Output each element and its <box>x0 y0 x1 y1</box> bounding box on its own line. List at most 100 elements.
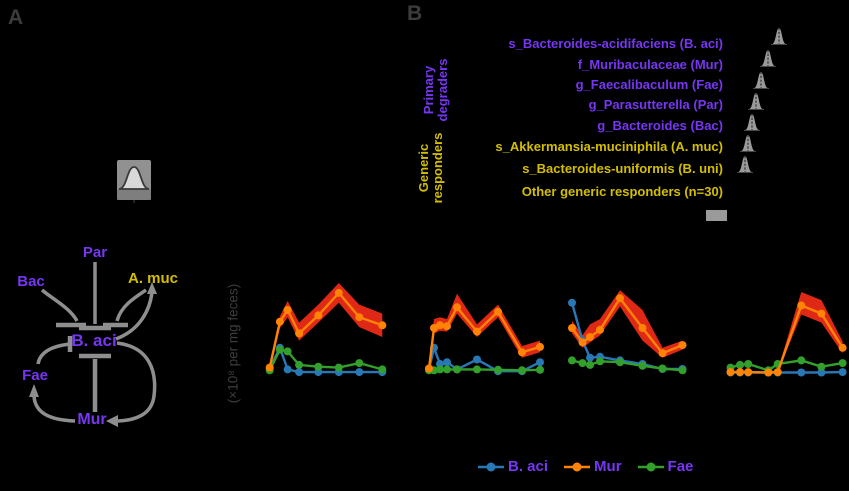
Fae-marker <box>578 359 587 368</box>
node-fae: Fae <box>22 367 48 384</box>
Mur-marker <box>283 306 292 314</box>
timecourse-chart-1 <box>265 283 387 377</box>
legend-item-mur: Mur <box>564 458 622 475</box>
node-mur: Mur <box>77 411 107 428</box>
Fae-marker <box>443 365 451 374</box>
Fae-marker <box>314 362 323 371</box>
taxa-row-buni: s_Bacteroides-uniformis (B. uni) <box>522 161 723 176</box>
legend-item-baci: B. aci <box>478 458 548 475</box>
group-label-generic-line2: responders <box>430 132 445 204</box>
Fae-marker <box>473 365 481 374</box>
group-label-generic-responders: Generic responders <box>416 108 445 228</box>
panel-b-label: B <box>407 2 423 25</box>
Fae-marker <box>334 363 343 372</box>
Fae-marker <box>744 360 753 368</box>
Mur-marker <box>764 368 773 377</box>
timecourse-chart-2 <box>425 293 544 376</box>
Fae-marker <box>616 358 624 367</box>
edge-baci-mur-line <box>116 341 157 423</box>
Fae-marker <box>536 365 544 374</box>
Mur-marker <box>658 349 667 358</box>
group-label-primary-line1: Primary <box>421 65 436 115</box>
B. aci-marker <box>473 355 481 364</box>
edge-fae-baci-line <box>36 342 71 365</box>
Mur-marker <box>425 364 433 373</box>
legend-marker-mur <box>564 462 591 471</box>
Fae-marker <box>586 360 594 369</box>
Mur-marker <box>295 329 304 338</box>
mur-error-band <box>730 292 843 373</box>
Mur-marker <box>726 368 735 377</box>
B. aci-marker <box>443 358 451 367</box>
B. aci-marker <box>536 358 544 367</box>
Mur-marker <box>838 343 847 352</box>
Mur-marker <box>443 322 451 331</box>
peak-density-glyph-2 <box>753 72 769 89</box>
taxa-row-bac: g_Bacteroides (Bac) <box>597 118 723 133</box>
Mur-marker <box>265 363 274 372</box>
node-par: Par <box>82 244 108 261</box>
Mur-marker <box>518 348 526 357</box>
Mur-marker <box>744 368 753 377</box>
Mur-marker <box>494 307 502 316</box>
chart-legend: B. aci Mur Fae <box>478 458 693 475</box>
Fae-marker <box>494 365 502 374</box>
Mur-marker <box>378 321 387 330</box>
Mur-marker <box>586 333 594 341</box>
Mur-marker <box>568 324 576 332</box>
interaction-network-diagram <box>29 262 157 427</box>
B. aci-marker <box>283 365 292 374</box>
taxa-row-other: Other generic responders (n=30) <box>521 184 723 199</box>
Fae-marker <box>838 359 847 368</box>
Mur-marker <box>596 325 604 334</box>
Mur-marker <box>817 309 826 318</box>
B. aci-marker <box>838 368 847 377</box>
taxa-row-fae: g_Faecalibaculum (Fae) <box>575 77 723 92</box>
edge-bac-baci-line <box>40 288 79 322</box>
flat-density-glyph-other <box>706 210 727 221</box>
Mur-marker <box>773 368 782 377</box>
legend-label-baci: B. aci <box>508 458 549 475</box>
Mur-marker <box>436 321 444 330</box>
node-bac: Bac <box>17 273 45 290</box>
arrowhead-baci-mur <box>106 415 118 427</box>
Fae-marker <box>283 347 292 356</box>
B. aci-marker <box>295 368 304 377</box>
mur-error-band <box>572 290 683 358</box>
node-amuc: A. muc <box>127 270 178 287</box>
legend-label-mur: Mur <box>594 458 622 475</box>
peak-density-glyph-4 <box>744 114 760 131</box>
Fae-marker <box>518 366 526 375</box>
Fae-marker <box>638 361 647 370</box>
peak-density-glyph-3 <box>748 93 764 110</box>
taxa-row-baci: s_Bacteroides-acidifaciens (B. aci) <box>508 36 723 51</box>
Mur-marker <box>334 288 343 297</box>
B. aci-marker <box>568 298 576 307</box>
taxa-row-mur: f_Muribaculaceae (Mur) <box>577 57 723 72</box>
B. aci-marker <box>817 368 826 377</box>
Mur-marker <box>355 313 364 322</box>
B. aci-marker <box>355 368 364 377</box>
peak-density-glyph-0 <box>771 28 787 45</box>
Mur-marker <box>638 324 647 332</box>
group-label-generic-line1: Generic <box>416 143 431 193</box>
peak-density-glyph-5 <box>740 135 756 152</box>
arrowhead-mur-fae <box>29 384 39 397</box>
Mur-marker <box>275 317 284 326</box>
edge-baci-amuc-line <box>115 291 154 341</box>
edge-mur-fae-line <box>32 395 76 423</box>
legend-marker-fae <box>637 462 664 471</box>
edge-amuc-baci-line <box>115 288 147 322</box>
B. aci-marker <box>797 368 806 377</box>
Fae-marker <box>568 356 576 365</box>
peak-density-glyph-6 <box>737 156 753 173</box>
Fae-marker <box>453 365 461 374</box>
mur-error-band <box>269 283 383 371</box>
timecourse-chart-4 <box>726 292 847 377</box>
Mur-marker <box>473 327 481 336</box>
Fae-marker <box>596 357 604 366</box>
Mur-marker <box>578 338 587 347</box>
Mur-marker <box>453 303 461 312</box>
Fae-marker <box>355 359 364 368</box>
